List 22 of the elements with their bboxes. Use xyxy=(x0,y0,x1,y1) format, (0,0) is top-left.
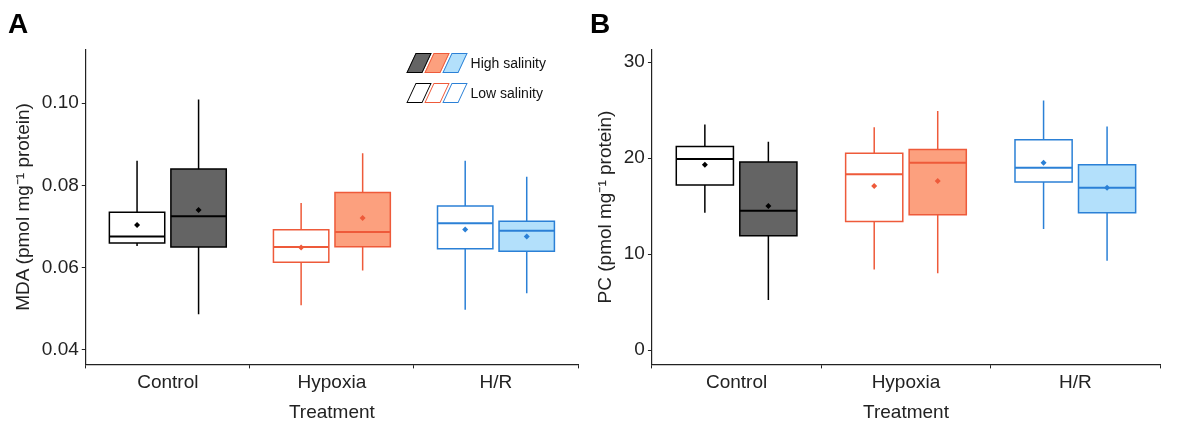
x-tick-label: H/R xyxy=(479,371,513,393)
x-tick-label: Hypoxia xyxy=(297,371,367,393)
x-axis-title: Treatment xyxy=(288,400,376,422)
x-axis-title: Treatment xyxy=(863,400,950,422)
chart-title: A xyxy=(8,7,29,39)
y-tick-label: 10 xyxy=(623,242,645,264)
y-tick-label: 0.10 xyxy=(41,91,79,113)
y-axis-title: MDA (pmol mg⁻¹ protein) xyxy=(11,103,33,311)
legend-label: High salinity xyxy=(470,55,546,71)
x-tick-label: Control xyxy=(705,371,768,393)
y-tick-label: 20 xyxy=(623,146,645,168)
y-tick-label: 0.04 xyxy=(41,338,80,360)
y-tick-label: 0.06 xyxy=(41,255,79,277)
x-tick-label: Control xyxy=(137,371,199,393)
x-tick-label: Hypoxia xyxy=(871,371,941,393)
y-axis-title: PC (pmol mg⁻¹ protein) xyxy=(593,110,615,304)
x-tick-label: H/R xyxy=(1058,371,1092,393)
legend-label: Low salinity xyxy=(470,85,543,101)
y-tick-label: 30 xyxy=(623,50,645,72)
chart-title: B xyxy=(590,7,611,39)
y-tick-label: 0.08 xyxy=(41,173,79,195)
y-tick-label: 0 xyxy=(634,338,645,360)
